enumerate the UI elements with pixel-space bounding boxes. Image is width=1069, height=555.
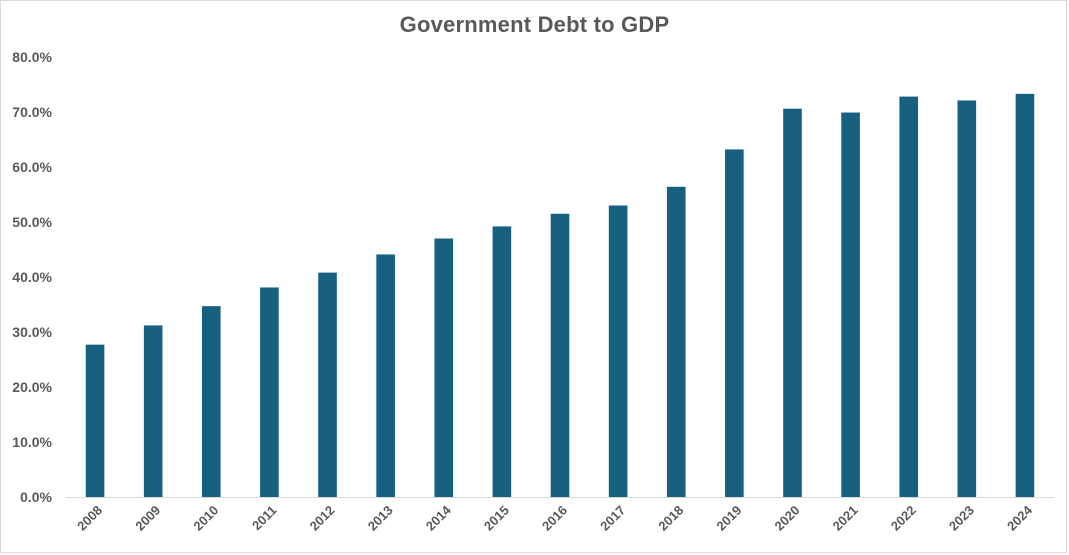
x-tick-label: 2016	[539, 503, 570, 534]
bar-2021	[841, 112, 860, 498]
y-tick-label: 70.0%	[12, 104, 52, 120]
x-tick-label: 2017	[597, 503, 628, 534]
x-tick-label: 2010	[190, 503, 221, 534]
x-tick-label: 2011	[249, 503, 280, 534]
y-tick-label: 0.0%	[20, 489, 52, 505]
bar-2017	[608, 205, 628, 497]
bar-2024	[1015, 93, 1035, 497]
x-tick-label: 2015	[481, 503, 512, 534]
y-tick-label: 30.0%	[12, 324, 52, 340]
bar-2012	[318, 272, 337, 497]
x-tick-label: 2024	[1004, 502, 1036, 534]
y-tick-label: 20.0%	[12, 379, 52, 395]
y-tick-label: 40.0%	[12, 269, 52, 285]
bar-2018	[666, 186, 686, 498]
bar-2009	[143, 325, 163, 497]
x-tick-label: 2023	[946, 503, 977, 534]
bar-2016	[550, 213, 570, 497]
y-tick-label: 60.0%	[12, 159, 52, 175]
x-tick-label: 2012	[307, 503, 338, 534]
bar-2011	[260, 287, 279, 497]
x-tick-label: 2013	[365, 503, 396, 534]
bars	[85, 93, 1035, 498]
x-axis: 2008 2009 2010 2011 2012 2013 2014 2015 2016 2017…	[66, 497, 1054, 534]
x-tick-label: 2020	[772, 503, 803, 534]
x-tick-label: 2019	[713, 503, 744, 534]
chart-title: Government Debt to GDP	[399, 12, 670, 37]
bar-2022	[899, 96, 919, 497]
bar-2013	[376, 254, 395, 497]
x-tick-label: 2022	[888, 503, 919, 534]
x-tick-label: 2021	[830, 503, 861, 534]
x-tick-label: 2008	[74, 503, 105, 534]
y-tick-label: 10.0%	[12, 434, 52, 450]
y-tick-label: 80.0%	[12, 49, 52, 65]
bar-2014	[434, 238, 454, 497]
bar-2020	[783, 108, 802, 497]
x-tick-label: 2014	[423, 502, 455, 534]
y-tick-label: 50.0%	[12, 214, 52, 230]
x-tick-label: 2009	[132, 503, 163, 534]
bar-2015	[492, 226, 512, 497]
x-tick-label: 2018	[655, 503, 686, 534]
y-axis: 0.0% 10.0% 20.0% 30.0% 40.0% 50.0% 60.0% 70.0% 8…	[12, 49, 52, 505]
bar-2008	[85, 344, 105, 497]
bar-2010	[201, 306, 221, 497]
bar-2023	[957, 100, 977, 497]
bar-2019	[725, 149, 744, 497]
